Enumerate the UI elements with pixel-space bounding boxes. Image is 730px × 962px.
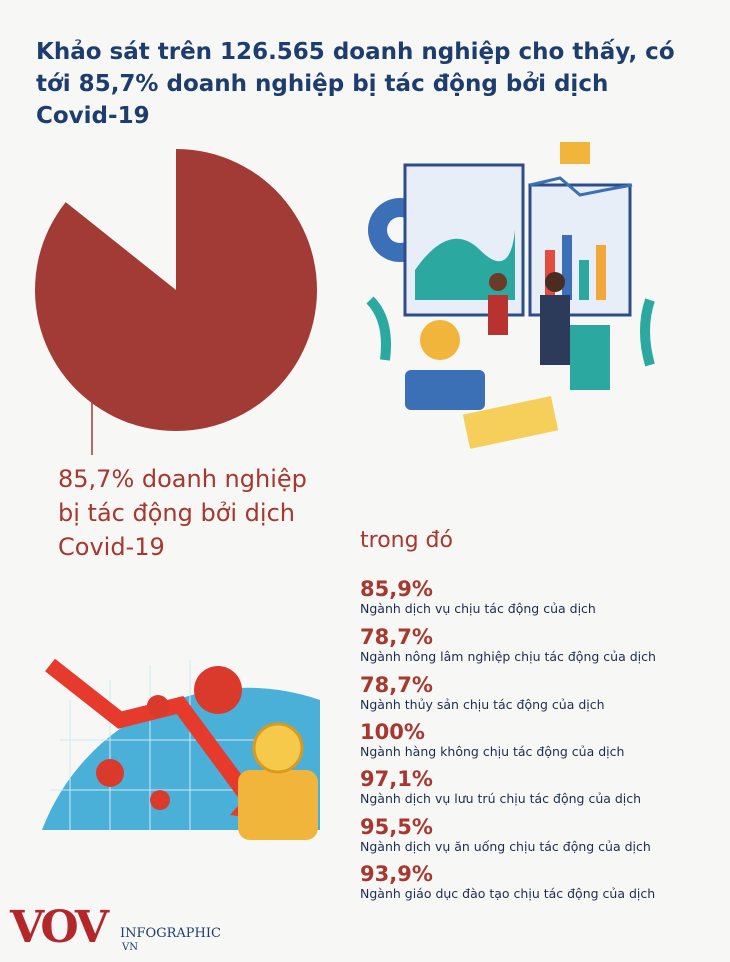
breakdown-item: 97,1% Ngành dịch vụ lưu trú chịu tác động… [360,768,720,807]
item-label: Ngành dịch vụ ăn uống chịu tác động của … [360,839,651,854]
breakdown-item: 85,9% Ngành dịch vụ chịu tác động của dịc… [360,578,720,617]
breakdown-item: 78,7% Ngành thủy sản chịu tác động của dị… [360,674,720,713]
brand-suffix: VN [122,942,138,953]
item-label: Ngành dịch vụ chịu tác động của dịch [360,601,596,616]
item-percent: 95,5% [360,815,433,839]
breakdown-item: 100% Ngành hàng không chịu tác động của d… [360,721,720,760]
item-label: Ngành nông lâm nghiệp chịu tác động của … [360,649,656,664]
item-percent: 97,1% [360,767,433,791]
breakdown-item: 78,7% Ngành nông lâm nghiệp chịu tác động… [360,626,720,665]
breakdown-item: 93,9% Ngành giáo dục đào tạo chịu tác độn… [360,863,720,902]
breakdown-item: 95,5% Ngành dịch vụ ăn uống chịu tác động… [360,816,720,855]
title: Khảo sát trên 126.565 doanh nghiệp cho t… [36,39,675,129]
covid-illustration [42,658,320,840]
logo: VOV [10,902,109,953]
office-illustration [366,142,655,449]
item-percent: 78,7% [360,625,433,649]
pie-annotation: 85,7% doanh nghiệp bị tác động bởi dịch … [58,465,307,561]
item-percent: 78,7% [360,673,433,697]
item-percent: 100% [360,720,425,744]
pie-slice [34,149,318,431]
item-label: Ngành hàng không chịu tác động của dịch [360,744,625,759]
item-label: Ngành thủy sản chịu tác động của dịch [360,697,605,712]
item-percent: 93,9% [360,862,433,886]
chart [34,149,318,431]
item-label: Ngành giáo dục đào tạo chịu tác động của… [360,886,656,901]
item-percent: 85,9% [360,577,433,601]
brand: INFOGRAPHIC [120,926,221,941]
item-label: Ngành dịch vụ lưu trú chịu tác động của … [360,791,642,806]
breakdown-heading: trong đó [360,528,453,553]
